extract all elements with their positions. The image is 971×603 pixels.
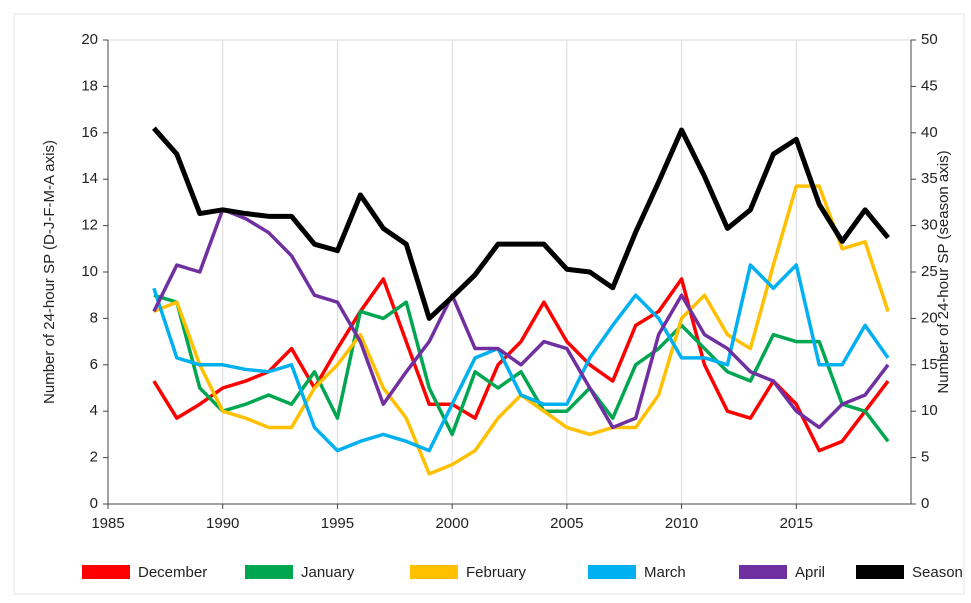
y2-tick-label: 50	[921, 31, 938, 48]
legend-swatch	[588, 565, 636, 579]
x-tick-label: 1995	[321, 515, 354, 532]
x-tick-label: 1985	[91, 515, 124, 532]
x-tick-label: 2000	[435, 515, 468, 532]
y-tick-label: 18	[81, 77, 98, 94]
y-tick-label: 2	[90, 449, 98, 466]
legend-swatch	[856, 565, 904, 579]
y2-tick-label: 5	[921, 449, 929, 466]
y-tick-label: 0	[90, 495, 98, 512]
series-line	[152, 126, 890, 321]
legend-label: December	[138, 564, 207, 581]
y2-tick-label: 25	[921, 263, 938, 280]
x-tick-label: 1990	[206, 515, 239, 532]
y2-axis-label: Number of 24-hour SP (season axis)	[935, 150, 952, 393]
legend-label: Season	[912, 564, 963, 581]
y-tick-label: 20	[81, 31, 98, 48]
y2-tick-label: 10	[921, 402, 938, 419]
y-tick-label: 8	[90, 309, 98, 326]
y-tick-label: 16	[81, 124, 98, 141]
x-tick-label: 2010	[665, 515, 698, 532]
y-tick-label: 10	[81, 263, 98, 280]
y-tick-label: 4	[90, 402, 98, 419]
y2-tick-label: 20	[921, 309, 938, 326]
legend-swatch	[82, 565, 130, 579]
x-tick-label: 2005	[550, 515, 583, 532]
legend-swatch	[245, 565, 293, 579]
series-line	[152, 277, 890, 453]
y-tick-label: 14	[81, 170, 98, 187]
y-axis-label: Number of 24-hour SP (D-J-F-M-A axis)	[41, 140, 58, 404]
legend-label: April	[795, 564, 825, 581]
y-tick-label: 12	[81, 217, 98, 234]
y2-tick-label: 35	[921, 170, 938, 187]
legend-swatch	[410, 565, 458, 579]
y2-tick-label: 15	[921, 356, 938, 373]
series-line	[153, 293, 890, 443]
legend-label: March	[644, 564, 686, 581]
series-line	[152, 207, 890, 430]
y2-tick-label: 30	[921, 217, 938, 234]
x-tick-label: 2015	[780, 515, 813, 532]
y2-tick-label: 40	[921, 124, 938, 141]
y-tick-label: 6	[90, 356, 98, 373]
legend-swatch	[739, 565, 787, 579]
y2-tick-label: 45	[921, 77, 938, 94]
legend-label: February	[466, 564, 527, 581]
y2-tick-label: 0	[921, 495, 929, 512]
legend-label: January	[301, 564, 355, 581]
series-line	[152, 263, 890, 453]
chart-border	[13, 13, 965, 595]
